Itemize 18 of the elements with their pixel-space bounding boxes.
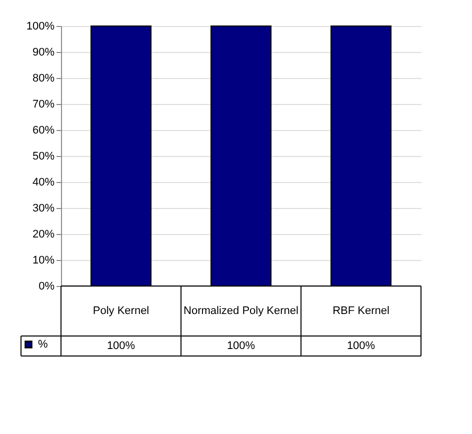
y-tick-label: 0% [38, 280, 55, 292]
y-tick-label: 60% [32, 124, 55, 136]
y-tick-label: 70% [32, 98, 55, 110]
y-tick-label: 80% [32, 72, 55, 84]
text: 100% [346, 340, 376, 352]
y-tick-label: 100% [26, 20, 55, 32]
y-tick-label: 10% [32, 254, 55, 266]
x-tick-label: Normalized Poly Kernel [184, 305, 298, 317]
y-tick-label: 40% [32, 176, 55, 188]
y-tick-label: 90% [32, 46, 55, 58]
legend-label: % [38, 338, 48, 350]
y-tick-label: 20% [32, 228, 55, 240]
x-tick-label: Poly Kernel [92, 305, 150, 317]
y-tick-label: 50% [32, 150, 55, 162]
text: 100% [106, 340, 136, 352]
y-tick-label: 30% [32, 202, 55, 214]
x-tick-label: RBF Kernel [332, 305, 390, 317]
text: 100% [226, 340, 256, 352]
